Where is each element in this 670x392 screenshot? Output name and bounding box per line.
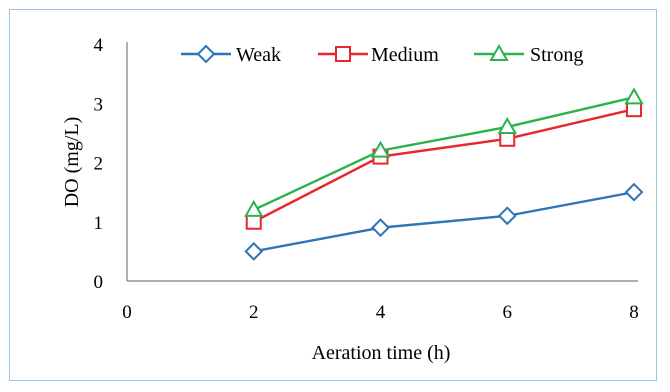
- legend-label: Strong: [530, 44, 583, 66]
- legend-item-medium: Medium: [318, 44, 439, 66]
- y-tick-label: 2: [94, 154, 104, 175]
- legend-label: Weak: [236, 44, 281, 66]
- legend: Weak Medium Strong: [181, 43, 583, 66]
- series-line: [253, 190, 635, 253]
- series-line: [253, 108, 635, 223]
- x-tick-label: 0: [122, 302, 132, 323]
- series-line: [253, 96, 635, 211]
- series-weak: [244, 182, 644, 261]
- y-tick-label: 4: [94, 35, 104, 56]
- legend-marker: [196, 44, 216, 64]
- data-point: [497, 116, 517, 134]
- data-point: [244, 199, 264, 217]
- x-tick-label: 6: [503, 302, 513, 323]
- data-point: [624, 182, 644, 202]
- data-point: [497, 206, 517, 226]
- data-point: [371, 218, 390, 238]
- series-group: [244, 87, 644, 261]
- data-point: [244, 241, 264, 261]
- legend-item-strong: Strong: [474, 43, 583, 66]
- series-medium: [245, 101, 642, 230]
- data-point: [624, 87, 644, 105]
- y-axis-title: DO (mg/L): [61, 117, 83, 208]
- x-tick-label: 4: [376, 302, 386, 323]
- x-tick-label: 2: [249, 302, 259, 323]
- chart-frame: [9, 9, 657, 381]
- y-tick-label: 1: [94, 213, 104, 234]
- x-tick-label: 8: [629, 302, 639, 323]
- axes: [126, 42, 638, 282]
- x-axis-title: Aeration time (h): [312, 342, 451, 364]
- legend-marker: [335, 46, 351, 62]
- legend-label: Medium: [371, 44, 439, 66]
- legend-item-weak: Weak: [181, 44, 281, 66]
- series-strong: [244, 87, 644, 217]
- y-tick-label: 0: [94, 272, 104, 293]
- y-tick-label: 3: [94, 94, 104, 115]
- legend-marker: [489, 43, 509, 61]
- data-point: [370, 140, 391, 158]
- tick-labels: 0 1 2 3 4 0 2 4 6 8: [94, 35, 639, 323]
